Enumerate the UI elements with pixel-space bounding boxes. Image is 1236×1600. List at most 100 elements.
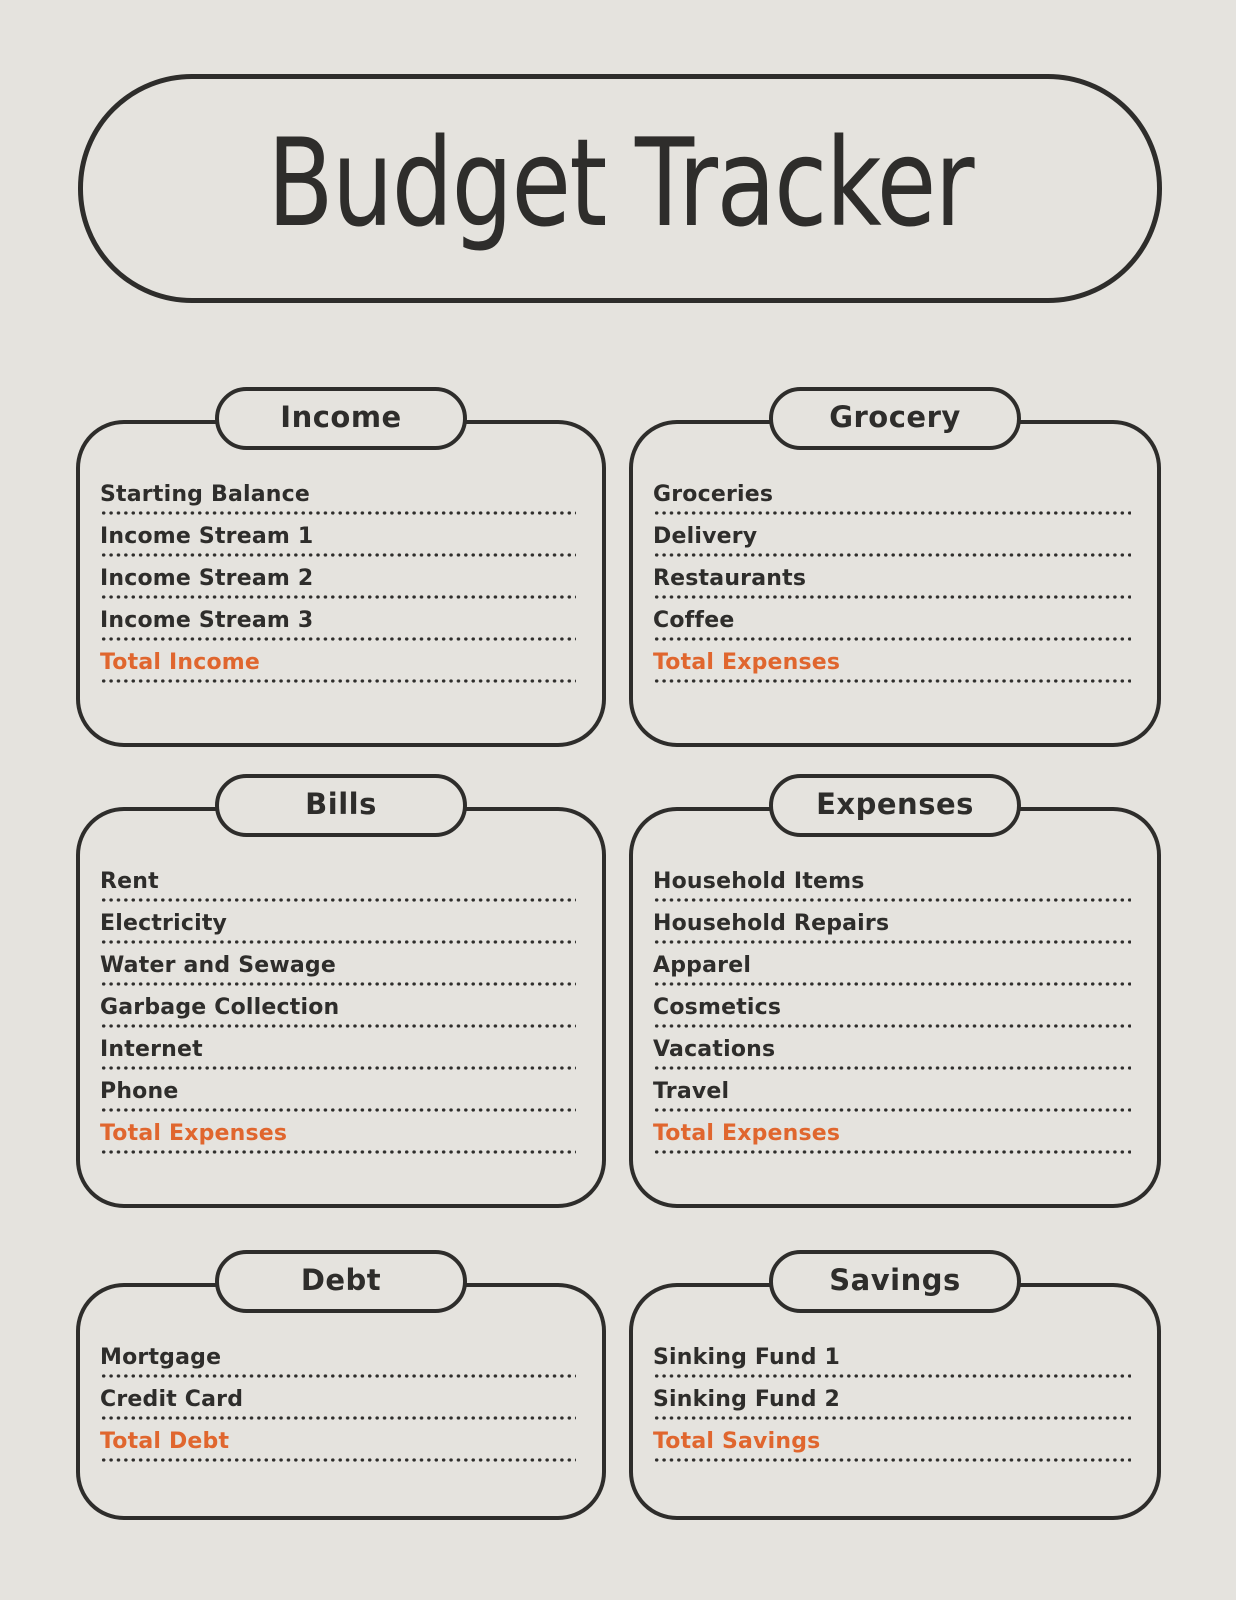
line-item-label: Household Repairs xyxy=(653,911,890,936)
dotted-fill-line xyxy=(653,939,1131,945)
line-item-label: Phone xyxy=(100,1079,179,1104)
line-item: Travel xyxy=(653,1079,1131,1113)
dotted-fill-line xyxy=(653,1065,1131,1071)
line-item-label: Income Stream 1 xyxy=(100,524,314,549)
dotted-fill-line xyxy=(653,1415,1131,1421)
line-item: Total Expenses xyxy=(653,650,1131,684)
section-header-debt: Debt xyxy=(215,1250,467,1313)
line-item: Starting Balance xyxy=(100,482,576,516)
line-item-label: Rent xyxy=(100,869,159,894)
dotted-fill-line xyxy=(653,1107,1131,1113)
line-item-label: Income Stream 2 xyxy=(100,566,314,591)
dotted-fill-line xyxy=(100,939,576,945)
line-item-label: Restaurants xyxy=(653,566,807,591)
section-title-expenses: Expenses xyxy=(816,787,974,821)
line-item-label: Starting Balance xyxy=(100,482,311,507)
line-item-label: Water and Sewage xyxy=(100,953,336,978)
dotted-fill-line xyxy=(100,1149,576,1155)
dotted-fill-line xyxy=(100,510,576,516)
section-title-debt: Debt xyxy=(300,1263,382,1297)
section-title-grocery: Grocery xyxy=(829,400,961,434)
section-card-savings: Savings Sinking Fund 1 Sinking Fund 2 To… xyxy=(629,1250,1161,1520)
line-item: Mortgage xyxy=(100,1345,576,1379)
line-item: Delivery xyxy=(653,524,1131,558)
dotted-fill-line xyxy=(653,981,1131,987)
line-item-label: Credit Card xyxy=(100,1387,244,1412)
section-header-expenses: Expenses xyxy=(769,774,1021,837)
line-item: Household Repairs xyxy=(653,911,1131,945)
dotted-fill-line xyxy=(653,678,1131,684)
line-item-label: Mortgage xyxy=(100,1345,222,1370)
section-items: Rent Electricity Water and Sewage Garbag… xyxy=(80,811,602,1155)
dotted-fill-line xyxy=(100,678,576,684)
dotted-fill-line xyxy=(653,897,1131,903)
line-item: Total Expenses xyxy=(100,1121,576,1155)
dotted-fill-line xyxy=(653,1373,1131,1379)
dotted-fill-line xyxy=(100,1415,576,1421)
section-header-income: Income xyxy=(215,387,467,450)
line-item-label: Travel xyxy=(653,1079,730,1104)
section-card-bills: Bills Rent Electricity Water and Sewage … xyxy=(76,774,606,1208)
line-item: Phone xyxy=(100,1079,576,1113)
section-title-savings: Savings xyxy=(829,1263,961,1297)
dotted-fill-line xyxy=(100,594,576,600)
dotted-fill-line xyxy=(100,1065,576,1071)
line-item-label: Sinking Fund 1 xyxy=(653,1345,841,1370)
line-item-label: Total Income xyxy=(100,650,261,675)
dotted-fill-line xyxy=(653,510,1131,516)
section-card-debt: Debt Mortgage Credit Card Total Debt xyxy=(76,1250,606,1520)
line-item: Water and Sewage xyxy=(100,953,576,987)
dotted-fill-line xyxy=(653,552,1131,558)
dotted-fill-line xyxy=(653,1457,1131,1463)
line-item-label: Household Items xyxy=(653,869,865,894)
section-title-bills: Bills xyxy=(305,787,377,821)
section-items: Mortgage Credit Card Total Debt xyxy=(80,1287,602,1463)
line-item: Sinking Fund 1 xyxy=(653,1345,1131,1379)
section-items: Groceries Delivery Restaurants Coffee To… xyxy=(633,424,1157,684)
line-item-label: Total Savings xyxy=(653,1429,821,1454)
line-item: Total Savings xyxy=(653,1429,1131,1463)
dotted-fill-line xyxy=(100,981,576,987)
line-item-label: Electricity xyxy=(100,911,228,936)
line-item: Apparel xyxy=(653,953,1131,987)
line-item: Income Stream 3 xyxy=(100,608,576,642)
dotted-fill-line xyxy=(653,1023,1131,1029)
line-item-label: Income Stream 3 xyxy=(100,608,314,633)
dotted-fill-line xyxy=(653,594,1131,600)
line-item: Internet xyxy=(100,1037,576,1071)
sections-grid: Income Starting Balance Income Stream 1 … xyxy=(76,387,1161,1520)
section-card-income: Income Starting Balance Income Stream 1 … xyxy=(76,387,606,747)
line-item: Garbage Collection xyxy=(100,995,576,1029)
section-header-bills: Bills xyxy=(215,774,467,837)
section-items: Sinking Fund 1 Sinking Fund 2 Total Savi… xyxy=(633,1287,1157,1463)
line-item: Sinking Fund 2 xyxy=(653,1387,1131,1421)
dotted-fill-line xyxy=(100,636,576,642)
section-card-expenses: Expenses Household Items Household Repai… xyxy=(629,774,1161,1208)
line-item: Groceries xyxy=(653,482,1131,516)
page-title: Budget Tracker xyxy=(267,113,974,254)
line-item-label: Delivery xyxy=(653,524,758,549)
dotted-fill-line xyxy=(100,552,576,558)
line-item: Coffee xyxy=(653,608,1131,642)
section-header-savings: Savings xyxy=(769,1250,1021,1313)
title-banner: Budget Tracker xyxy=(78,74,1162,303)
line-item: Total Income xyxy=(100,650,576,684)
line-item: Electricity xyxy=(100,911,576,945)
section-header-grocery: Grocery xyxy=(769,387,1021,450)
line-item-label: Vacations xyxy=(653,1037,776,1062)
dotted-fill-line xyxy=(100,1457,576,1463)
line-item: Income Stream 2 xyxy=(100,566,576,600)
line-item: Vacations xyxy=(653,1037,1131,1071)
line-item: Rent xyxy=(100,869,576,903)
line-item: Restaurants xyxy=(653,566,1131,600)
line-item: Income Stream 1 xyxy=(100,524,576,558)
line-item: Cosmetics xyxy=(653,995,1131,1029)
line-item: Total Expenses xyxy=(653,1121,1131,1155)
line-item-label: Total Expenses xyxy=(653,650,841,675)
dotted-fill-line xyxy=(100,1107,576,1113)
line-item-label: Sinking Fund 2 xyxy=(653,1387,841,1412)
line-item-label: Total Expenses xyxy=(653,1121,841,1146)
line-item-label: Coffee xyxy=(653,608,735,633)
section-items: Starting Balance Income Stream 1 Income … xyxy=(80,424,602,684)
